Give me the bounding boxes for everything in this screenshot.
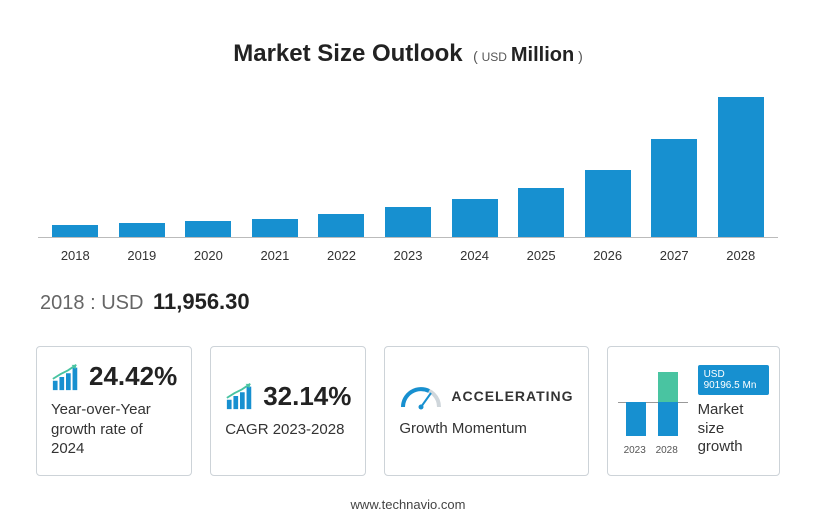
yoy-value: 24.42%	[89, 361, 177, 392]
bar-slot	[641, 139, 708, 238]
x-label: 2023	[375, 248, 442, 263]
bar-slot	[441, 199, 508, 238]
x-label: 2028	[707, 248, 774, 263]
bar-slot	[574, 170, 641, 238]
card-growth: 2023 2028 USD 90196.5 Mn Market size gro…	[607, 346, 780, 476]
x-label: 2019	[109, 248, 176, 263]
x-label: 2018	[42, 248, 109, 263]
bar	[252, 219, 298, 238]
bar	[452, 199, 498, 238]
highlight-sep: :	[90, 292, 96, 314]
card-cagr: 32.14% CAGR 2023-2028	[210, 346, 366, 476]
mini-xlabel-2: 2028	[656, 445, 678, 456]
chart-title-main: Market Size Outlook	[233, 40, 462, 67]
metric-cards: 24.42% Year-over-Year growth rate of 202…	[36, 346, 780, 476]
growth-label: Market size growth	[698, 401, 769, 457]
card-momentum: ACCELERATING Growth Momentum	[384, 346, 588, 476]
bar	[651, 139, 697, 238]
mini-bar-2028-base	[658, 402, 678, 436]
cagr-label: CAGR 2023-2028	[225, 420, 351, 440]
card-growth-right: USD 90196.5 Mn Market size growth	[698, 365, 769, 457]
growth-badge-value: 90196.5 Mn	[704, 380, 757, 391]
bar	[518, 188, 564, 238]
bar-slot	[508, 188, 575, 238]
growth-badge-currency: USD	[704, 369, 725, 380]
x-label: 2020	[175, 248, 242, 263]
highlight-year-value: 2018 : USD 11,956.30	[0, 263, 816, 315]
momentum-label: Growth Momentum	[399, 419, 573, 439]
bar	[52, 225, 98, 238]
bar-slot	[175, 221, 242, 238]
bar	[318, 214, 364, 238]
highlight-currency: USD	[101, 292, 143, 314]
yoy-label: Year-over-Year growth rate of 2024	[51, 400, 177, 459]
bar-slot	[308, 214, 375, 238]
x-label: 2024	[441, 248, 508, 263]
title-currency: USD	[482, 50, 507, 64]
bar	[119, 223, 165, 238]
card-cagr-header: 32.14%	[225, 381, 351, 412]
momentum-value: ACCELERATING	[451, 388, 573, 404]
paren-close: )	[578, 48, 583, 64]
highlight-amount: 11,956.30	[153, 289, 250, 314]
highlight-year: 2018	[40, 292, 85, 314]
footer-source: www.technavio.com	[0, 497, 816, 512]
card-momentum-header: ACCELERATING	[399, 381, 573, 411]
bar	[385, 207, 431, 238]
gauge-icon	[399, 381, 443, 411]
cagr-value: 32.14%	[263, 381, 351, 412]
growth-badge: USD 90196.5 Mn	[698, 365, 769, 395]
bar-slot	[375, 207, 442, 238]
x-axis-labels: 2018201920202021202220232024202520262027…	[38, 248, 778, 263]
mini-bar-2028-delta	[658, 372, 678, 402]
bar-slot	[707, 97, 774, 238]
bar-trend-up-icon	[225, 381, 255, 411]
bar-slot	[109, 223, 176, 238]
bar-trend-up-icon	[51, 362, 81, 392]
chart-title-sub: ( USD Million )	[473, 48, 583, 64]
mini-bar-chart: 2023 2028	[618, 366, 688, 456]
bar	[585, 170, 631, 238]
chart-title-area: Market Size Outlook ( USD Million )	[0, 0, 816, 78]
mini-bar-2023	[626, 402, 646, 436]
x-label: 2021	[242, 248, 309, 263]
bar-slot	[242, 219, 309, 238]
mini-xlabel-1: 2023	[624, 445, 646, 456]
title-unit: Million	[511, 44, 574, 66]
bar	[185, 221, 231, 238]
paren-open: (	[473, 48, 478, 64]
x-label: 2027	[641, 248, 708, 263]
card-yoy: 24.42% Year-over-Year growth rate of 202…	[36, 346, 192, 476]
chart-baseline	[38, 237, 778, 238]
bar-slot	[42, 225, 109, 238]
card-yoy-header: 24.42%	[51, 361, 177, 392]
x-label: 2026	[574, 248, 641, 263]
bar	[718, 97, 764, 238]
x-label: 2025	[508, 248, 575, 263]
bar-series	[38, 78, 778, 238]
bar-chart	[38, 78, 778, 238]
x-label: 2022	[308, 248, 375, 263]
